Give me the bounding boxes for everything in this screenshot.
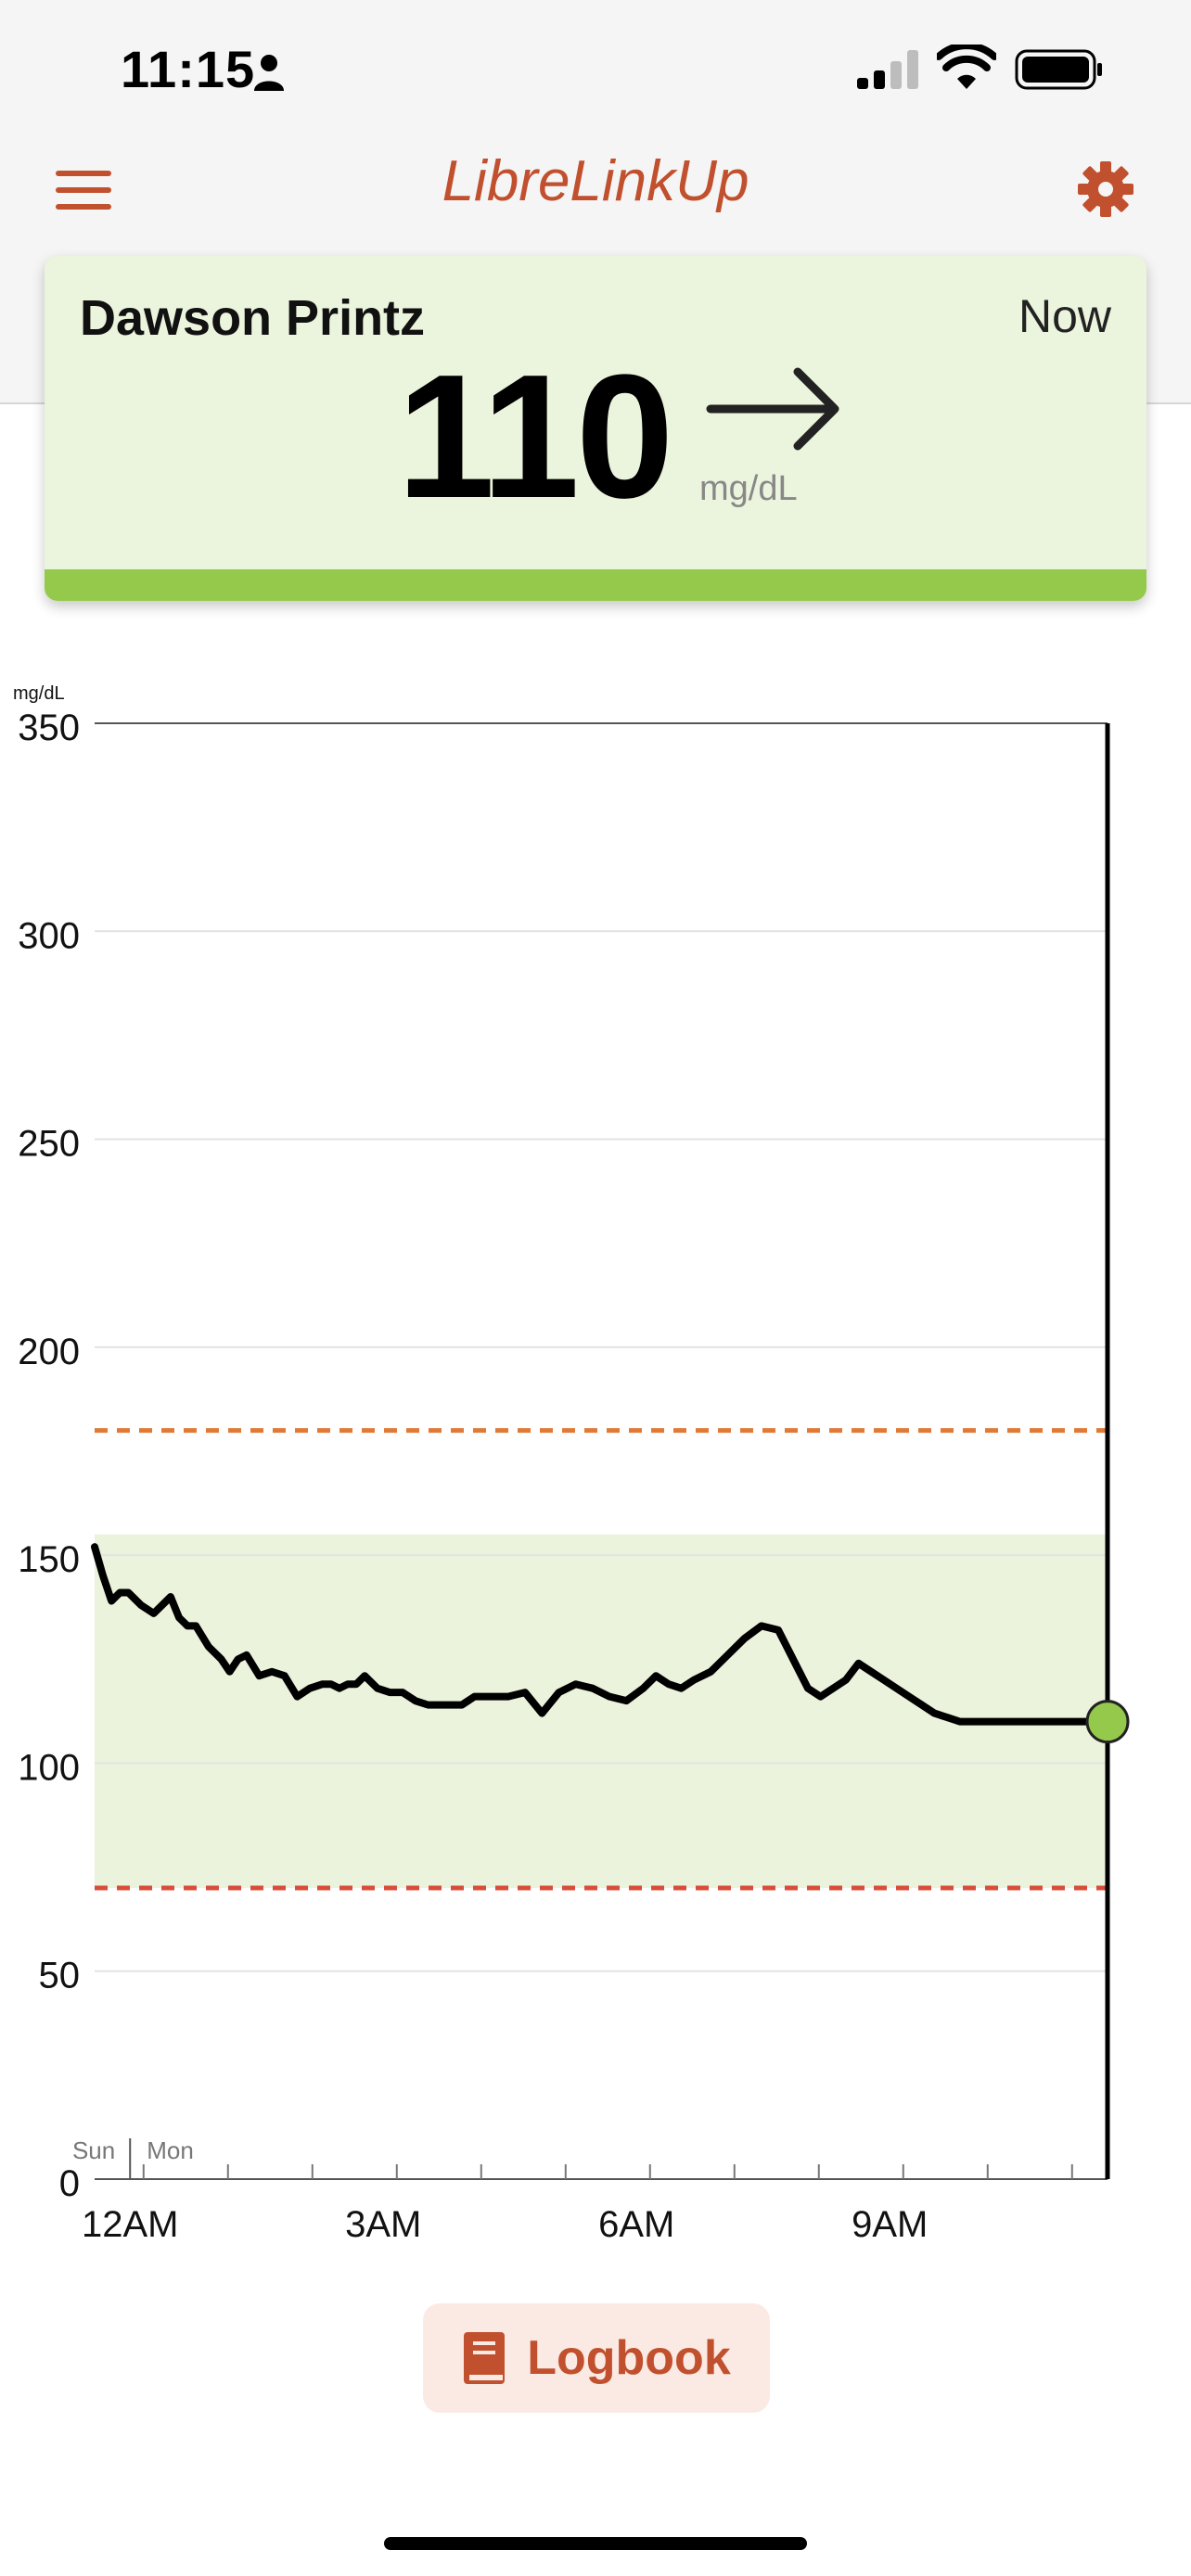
reading-time: Now	[1018, 290, 1111, 342]
logbook-label: Logbook	[527, 2331, 731, 2385]
signal-icon	[857, 50, 918, 89]
patient-name: Dawson Printz	[80, 290, 426, 346]
app-title: LibreLinkUp	[442, 149, 749, 213]
y-axis-label: mg/dL	[13, 683, 65, 704]
x-tick-label: 3AM	[345, 2204, 421, 2245]
glucose-value: 110	[397, 338, 674, 535]
y-tick-label: 150	[18, 1539, 80, 1580]
glucose-card[interactable]: Dawson Printz Now 110 mg/dL	[45, 256, 1146, 601]
day-label: Mon	[147, 2136, 194, 2164]
y-tick-label: 200	[18, 1332, 80, 1372]
y-tick-label: 100	[18, 1747, 80, 1788]
menu-icon[interactable]	[56, 169, 111, 211]
person-icon	[254, 55, 284, 91]
book-icon	[464, 2332, 506, 2384]
y-tick-label: 350	[18, 708, 80, 748]
gear-icon[interactable]	[1076, 159, 1135, 219]
home-indicator	[384, 2537, 807, 2550]
range-indicator-bar	[45, 569, 1146, 601]
x-tick-label: 6AM	[598, 2204, 674, 2245]
logbook-button[interactable]: Logbook	[423, 2303, 770, 2413]
y-tick-label: 50	[39, 1956, 81, 1996]
arrow-right-icon	[706, 367, 839, 451]
glucose-line	[91, 1543, 1111, 1726]
x-tick-label: 9AM	[852, 2204, 928, 2245]
glucose-chart: 0 50 100 150 200 250 300 350 mg/dL Sun Mon 12AM 3AM 6…	[13, 683, 1130, 2245]
y-tick-label: 300	[18, 915, 80, 956]
status-time: 11:15	[121, 40, 256, 98]
x-tick-label: 12AM	[82, 2204, 179, 2245]
battery-icon	[1015, 49, 1102, 90]
wifi-icon	[937, 45, 996, 89]
y-tick-label: 250	[18, 1124, 80, 1165]
day-label: Sun	[72, 2136, 115, 2164]
current-reading-point	[1085, 1700, 1130, 1744]
y-tick-label: 0	[59, 2163, 80, 2204]
target-range-band	[95, 1534, 1108, 1888]
glucose-unit: mg/dL	[699, 469, 798, 508]
